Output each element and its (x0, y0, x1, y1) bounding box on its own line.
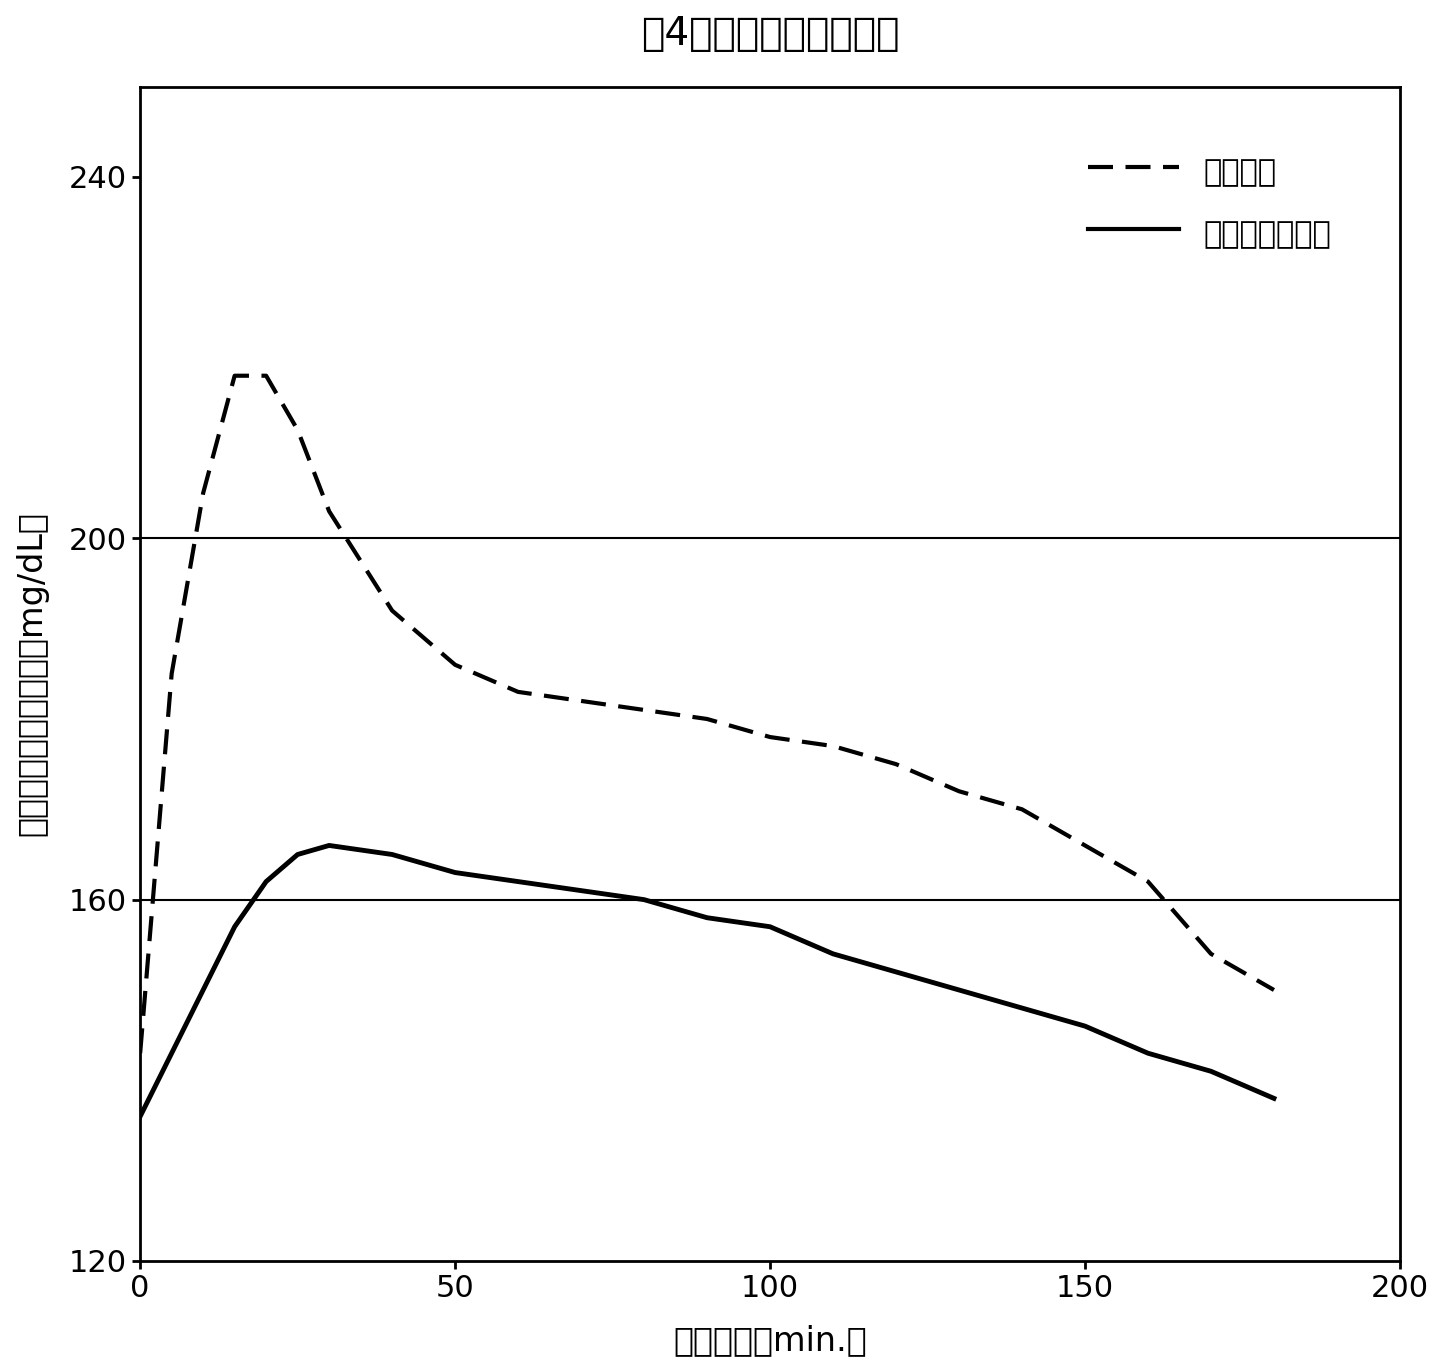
水投与群 (225, 368, 243, 384)
鹿角霊芝投与群 (446, 864, 464, 881)
鹿角霊芝投与群 (257, 874, 274, 890)
水投与群 (1203, 945, 1220, 962)
水投与群 (1014, 801, 1031, 818)
水投与群 (257, 368, 274, 384)
水投与群 (950, 783, 967, 800)
鹿角霊芝投与群 (225, 918, 243, 934)
X-axis label: 経過時間（min.）: 経過時間（min.） (673, 1324, 866, 1357)
水投与群 (446, 657, 464, 674)
水投与群 (761, 729, 778, 745)
Y-axis label: 血中グルコース濃度（mg/dL）: 血中グルコース濃度（mg/dL） (14, 512, 48, 837)
鹿角霊芝投与群 (1203, 1063, 1220, 1080)
水投与群 (572, 693, 589, 709)
鹿角霊芝投与群 (635, 892, 653, 908)
水投与群 (699, 711, 716, 727)
鹿角霊芝投与群 (1076, 1018, 1093, 1034)
鹿角霊芝投与群 (384, 847, 401, 863)
鹿角霊芝投与群 (572, 882, 589, 899)
鹿角霊芝投与群 (289, 847, 306, 863)
水投与群 (635, 701, 653, 718)
水投与群 (289, 421, 306, 438)
Legend: 水投与群, 鹿角霊芝投与群: 水投与群, 鹿角霊芝投与群 (1073, 137, 1347, 266)
鹿角霊芝投与群 (761, 918, 778, 934)
水投与群 (131, 1045, 149, 1062)
鹿角霊芝投与群 (195, 982, 212, 999)
水投与群 (510, 683, 527, 700)
鹿角霊芝投与群 (825, 945, 842, 962)
鹿角霊芝投与群 (1265, 1091, 1282, 1107)
Title: 図4　ラット糖負荷試験: 図4 ラット糖負荷試験 (641, 15, 900, 54)
鹿角霊芝投与群 (131, 1109, 149, 1125)
水投与群 (384, 602, 401, 619)
水投与群 (195, 484, 212, 501)
水投与群 (888, 756, 905, 772)
水投与群 (163, 665, 180, 682)
鹿角霊芝投与群 (163, 1045, 180, 1062)
水投与群 (1076, 837, 1093, 853)
水投与群 (1265, 982, 1282, 999)
水投与群 (1139, 874, 1157, 890)
Line: 水投与群: 水投与群 (140, 376, 1274, 1054)
鹿角霊芝投与群 (321, 837, 338, 853)
鹿角霊芝投与群 (888, 963, 905, 980)
鹿角霊芝投与群 (1014, 1000, 1031, 1017)
Line: 鹿角霊芝投与群: 鹿角霊芝投与群 (140, 845, 1274, 1117)
鹿角霊芝投与群 (510, 874, 527, 890)
水投与群 (825, 738, 842, 755)
水投与群 (321, 504, 338, 520)
鹿角霊芝投与群 (950, 982, 967, 999)
鹿角霊芝投与群 (1139, 1045, 1157, 1062)
鹿角霊芝投与群 (699, 910, 716, 926)
